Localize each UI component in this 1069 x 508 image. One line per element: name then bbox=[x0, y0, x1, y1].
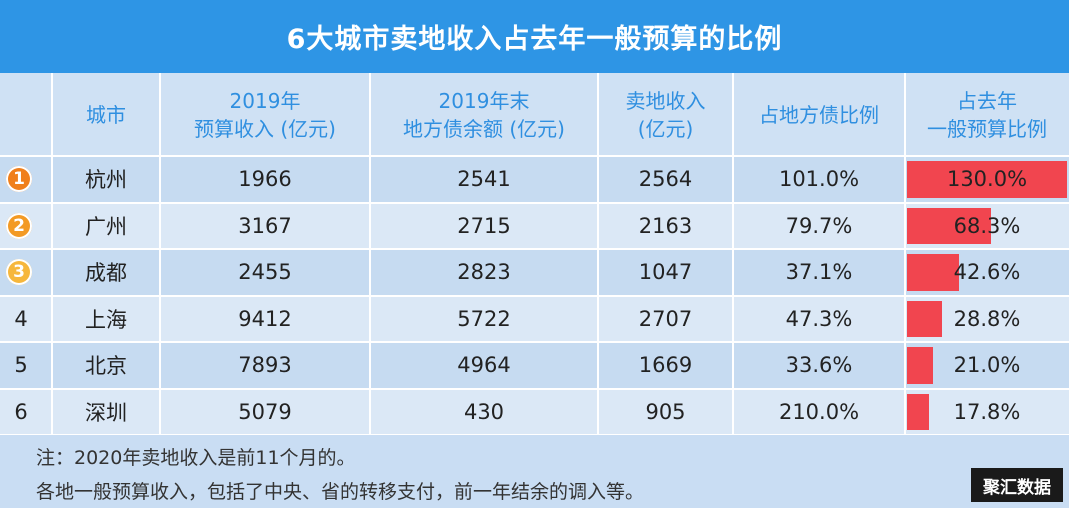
city-cell: 深圳 bbox=[85, 400, 127, 425]
city-cell: 广州 bbox=[85, 214, 127, 239]
city-cell: 杭州 bbox=[85, 168, 127, 193]
row-divider bbox=[0, 155, 1069, 157]
header-debt: 2019年末 地方债余额 (亿元) bbox=[403, 88, 565, 141]
debt-ratio-cell: 37.1% bbox=[785, 260, 853, 285]
debt-cell: 4964 bbox=[457, 353, 511, 378]
budget-ratio-bar bbox=[907, 161, 1067, 198]
note-2: 各地一般预算收入，包括了中央、省的转移支付，前一年结余的调入等。 bbox=[36, 481, 645, 503]
debt-cell: 2541 bbox=[457, 167, 511, 192]
column-divider bbox=[904, 73, 906, 435]
debt-cell: 430 bbox=[463, 399, 505, 424]
budget-cell: 5079 bbox=[238, 399, 292, 424]
land-cell: 1047 bbox=[638, 260, 693, 285]
row-divider bbox=[0, 201, 1069, 204]
column-divider bbox=[597, 73, 599, 435]
debt-cell: 5722 bbox=[457, 306, 511, 331]
column-divider bbox=[369, 73, 371, 435]
table-row bbox=[0, 249, 1069, 296]
budget-cell: 1966 bbox=[238, 167, 292, 192]
header-row bbox=[0, 73, 1069, 156]
budget-cell: 2455 bbox=[238, 260, 292, 285]
budget-ratio-label: 17.8% bbox=[953, 399, 1021, 424]
city-cell: 成都 bbox=[85, 261, 127, 286]
budget-ratio-label: 68.3% bbox=[953, 213, 1021, 238]
budget-ratio-bar bbox=[907, 347, 933, 384]
budget-cell: 9412 bbox=[238, 306, 292, 331]
rank-badge: 3 bbox=[6, 259, 32, 286]
debt-ratio-cell: 47.3% bbox=[785, 306, 853, 331]
rank-label: 6 bbox=[14, 399, 28, 424]
note-1: 注：2020年卖地收入是前11个月的。 bbox=[36, 447, 356, 469]
debt-ratio-cell: 33.6% bbox=[785, 353, 853, 378]
column-divider bbox=[732, 73, 734, 435]
debt-ratio-cell: 101.0% bbox=[778, 167, 860, 192]
rank-badge: 1 bbox=[6, 166, 32, 193]
land-cell: 2564 bbox=[638, 167, 693, 192]
budget-ratio-bar bbox=[907, 207, 991, 244]
table-row bbox=[0, 202, 1069, 249]
debt-ratio-cell: 79.7% bbox=[785, 213, 853, 238]
debt-cell: 2823 bbox=[457, 260, 511, 285]
row-divider bbox=[0, 387, 1069, 390]
city-cell: 上海 bbox=[85, 307, 127, 332]
row-divider bbox=[0, 341, 1069, 343]
city-cell: 北京 bbox=[85, 354, 127, 379]
rank-label: 5 bbox=[14, 353, 28, 378]
chart-title: 6大城市卖地收入占去年一般预算的比例 bbox=[0, 0, 1069, 73]
table-row bbox=[0, 388, 1069, 435]
row-divider bbox=[0, 248, 1069, 250]
notes-section: 注：2020年卖地收入是前11个月的。 各地一般预算收入，包括了中央、省的转移支… bbox=[0, 435, 1069, 508]
header-city: 城市 bbox=[86, 102, 126, 127]
debt-cell: 2715 bbox=[457, 213, 511, 238]
budget-ratio-label: 130.0% bbox=[946, 167, 1028, 192]
table-row bbox=[0, 295, 1069, 342]
table-row bbox=[0, 156, 1069, 203]
rank-badge: 2 bbox=[6, 212, 32, 239]
budget-ratio-bar bbox=[907, 393, 929, 430]
land-cell: 1669 bbox=[638, 353, 693, 378]
budget-cell: 3167 bbox=[238, 213, 292, 238]
budget-ratio-bar bbox=[907, 254, 959, 291]
debt-ratio-cell: 210.0% bbox=[778, 399, 860, 424]
land-cell: 905 bbox=[645, 399, 686, 424]
table-row bbox=[0, 342, 1069, 389]
header-budget-ratio: 占去年 一般预算比例 bbox=[927, 88, 1047, 141]
column-divider bbox=[159, 73, 161, 435]
budget-ratio-bar bbox=[907, 300, 942, 337]
rank-label: 4 bbox=[14, 306, 28, 331]
budget-ratio-label: 21.0% bbox=[953, 353, 1021, 378]
header-debt-ratio: 占地方债比例 bbox=[759, 102, 879, 127]
budget-cell: 7893 bbox=[238, 353, 292, 378]
brand-logo: 聚汇数据 bbox=[971, 468, 1063, 502]
header-land: 卖地收入 (亿元) bbox=[625, 88, 706, 141]
budget-ratio-label: 28.8% bbox=[953, 306, 1021, 331]
land-cell: 2163 bbox=[638, 213, 693, 238]
budget-ratio-label: 42.6% bbox=[953, 260, 1021, 285]
row-divider bbox=[0, 294, 1069, 297]
header-budget: 2019年 预算收入 (亿元) bbox=[194, 88, 336, 141]
column-divider bbox=[51, 73, 53, 435]
land-cell: 2707 bbox=[638, 306, 693, 331]
